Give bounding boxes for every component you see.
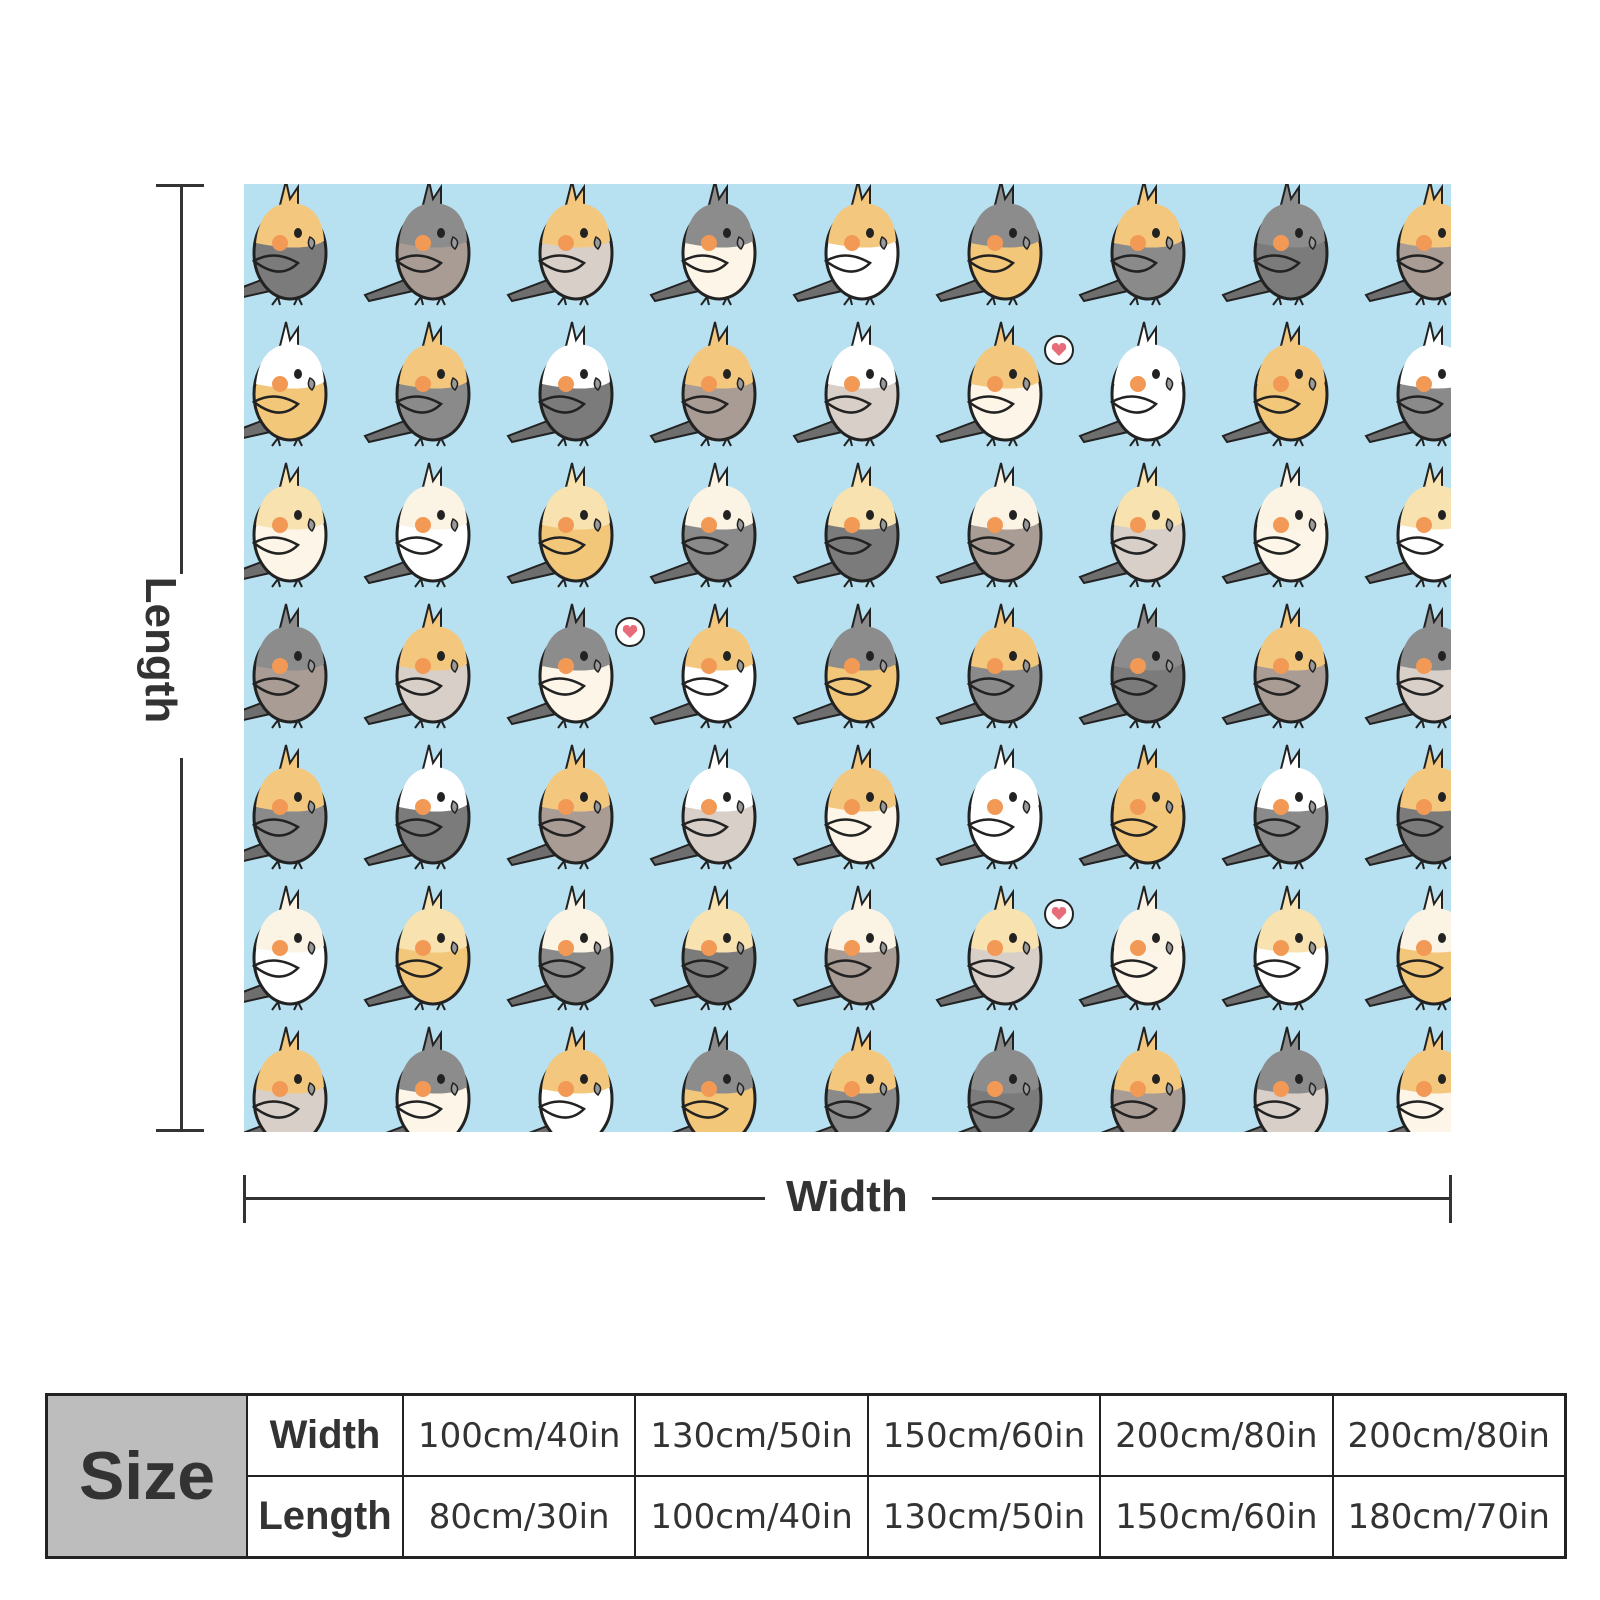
cockatiel-icon [792, 603, 900, 729]
cockatiel-icon [935, 744, 1043, 870]
row-label-length: Length [246, 1475, 404, 1559]
cockatiel-icon [649, 321, 757, 447]
cockatiel-icon [1221, 603, 1329, 729]
cockatiel-icon [935, 885, 1043, 1011]
length-value: 100cm/40in [634, 1475, 869, 1559]
cockatiel-icon [792, 321, 900, 447]
cockatiel-icon [1221, 885, 1329, 1011]
cockatiel-icon [506, 744, 614, 870]
cockatiel-icon [1221, 462, 1329, 588]
cockatiel-icon [363, 321, 471, 447]
length-label: Length [129, 576, 191, 724]
cockatiel-icon [244, 184, 328, 306]
cockatiel-icon [244, 321, 328, 447]
size-row-width: Size Width 100cm/40in 130cm/50in 150cm/6… [45, 1393, 1567, 1559]
cockatiel-icon [244, 744, 328, 870]
heart-bubble-icon [615, 617, 645, 647]
width-label: Width [786, 1172, 908, 1222]
cockatiel-icon [1386, 1026, 1451, 1132]
cockatiel-icon [1243, 1026, 1329, 1132]
cockatiel-icon [244, 462, 328, 588]
cockatiel-icon [792, 885, 900, 1011]
cockatiel-icon [792, 462, 900, 588]
size-table: Size Width 100cm/40in 130cm/50in 150cm/6… [45, 1393, 1567, 1559]
cockatiel-icon [1078, 462, 1186, 588]
cockatiel-icon [792, 184, 900, 306]
cockatiel-icon [935, 462, 1043, 588]
cockatiel-icon [671, 1026, 757, 1132]
cockatiel-icon [792, 744, 900, 870]
width-value: 130cm/50in [634, 1393, 869, 1477]
cockatiel-icon [814, 1026, 900, 1132]
length-value: 80cm/30in [401, 1475, 637, 1559]
heart-bubble-icon [1044, 899, 1074, 929]
cockatiel-icon [244, 885, 328, 1011]
cockatiel-icon [1364, 462, 1451, 588]
cockatiel-icon [935, 603, 1043, 729]
cockatiel-icon [1364, 885, 1451, 1011]
length-line-upper [180, 184, 183, 574]
blanket-image [244, 184, 1451, 1132]
cockatiel-icon [1364, 744, 1451, 870]
cockatiel-icon [385, 1026, 471, 1132]
cockatiel-icon [1078, 603, 1186, 729]
cockatiel-icon [1100, 1026, 1186, 1132]
cockatiel-icon [649, 462, 757, 588]
cockatiel-icon [649, 744, 757, 870]
cockatiel-icon [957, 1026, 1043, 1132]
cockatiel-pattern [244, 184, 1451, 1132]
heart-bubble-icon [1044, 335, 1074, 365]
cockatiel-icon [363, 462, 471, 588]
cockatiel-icon [649, 603, 757, 729]
width-line-left [243, 1197, 765, 1200]
cockatiel-icon [1221, 744, 1329, 870]
cockatiel-icon [1221, 321, 1329, 447]
cockatiel-icon [506, 603, 614, 729]
size-title: Size [45, 1393, 248, 1559]
cockatiel-icon [506, 462, 614, 588]
cockatiel-icon [244, 1026, 328, 1132]
cockatiel-icon [528, 1026, 614, 1132]
length-value: 150cm/60in [1099, 1475, 1334, 1559]
cockatiel-icon [1364, 321, 1451, 447]
width-value: 200cm/80in [1099, 1393, 1334, 1477]
width-value: 150cm/60in [866, 1393, 1102, 1477]
cockatiel-icon [649, 184, 757, 306]
width-line-right [932, 1197, 1452, 1200]
cockatiel-icon [935, 321, 1043, 447]
cockatiel-icon [1364, 184, 1451, 306]
length-value: 180cm/70in [1331, 1475, 1567, 1559]
cockatiel-icon [1078, 321, 1186, 447]
cockatiel-icon [363, 885, 471, 1011]
cockatiel-icon [935, 184, 1043, 306]
size-row-length: Length 80cm/30in 100cm/40in 130cm/50in 1… [47, 1475, 1567, 1559]
cockatiel-icon [244, 603, 328, 729]
length-line-lower [180, 758, 183, 1132]
cockatiel-icon [1364, 603, 1451, 729]
cockatiel-icon [1078, 184, 1186, 306]
cockatiel-icon [363, 603, 471, 729]
width-value: 200cm/80in [1331, 1393, 1567, 1477]
cockatiel-icon [506, 885, 614, 1011]
length-value: 130cm/50in [866, 1475, 1102, 1559]
cockatiel-icon [506, 321, 614, 447]
cockatiel-icon [363, 744, 471, 870]
cockatiel-icon [1221, 184, 1329, 306]
cockatiel-icon [363, 184, 471, 306]
row-label-width: Width [246, 1393, 404, 1477]
width-value: 100cm/40in [401, 1393, 637, 1477]
cockatiel-icon [1078, 885, 1186, 1011]
cockatiel-icon [506, 184, 614, 306]
cockatiel-icon [649, 885, 757, 1011]
cockatiel-icon [1078, 744, 1186, 870]
